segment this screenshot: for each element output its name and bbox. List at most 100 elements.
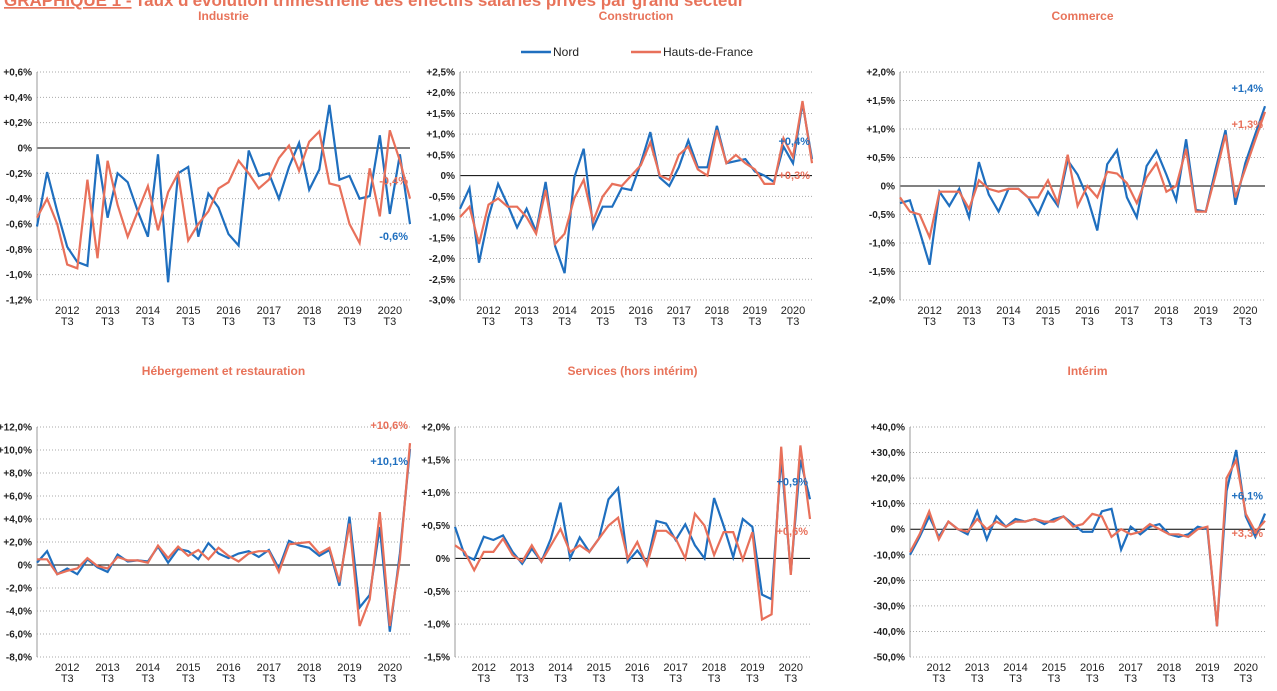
y-tick-label: +0,5%: [866, 153, 895, 164]
end-label: +0,4%: [779, 136, 811, 148]
y-tick-label: -0,4%: [6, 194, 32, 205]
x-tick-label: 2019 T3: [337, 662, 361, 685]
end-label: +3,3%: [1232, 528, 1264, 540]
series-line: [37, 443, 412, 627]
y-tick-label: -0,6%: [6, 220, 32, 231]
x-tick-label: 2015 T3: [1036, 305, 1060, 328]
x-tick-label: 2020 T3: [378, 305, 402, 328]
end-label: +0,6%: [777, 526, 809, 538]
y-tick-label: 0%: [881, 182, 896, 193]
x-tick-label: 2013 T3: [514, 305, 538, 328]
x-tick-label: 2012 T3: [55, 662, 79, 685]
y-tick-label: +4,0%: [3, 515, 32, 526]
y-tick-label: +0,4%: [3, 93, 32, 104]
header-title: Taux d'évolution trimestrielle des effec…: [135, 0, 745, 10]
x-tick-label: 2018 T3: [297, 305, 321, 328]
y-tick-label: +2,0%: [421, 423, 450, 434]
chart-title: Construction: [599, 9, 674, 23]
y-tick-label: -0,5%: [424, 587, 450, 598]
y-tick-label: +20,0%: [871, 474, 905, 485]
header-label: GRAPHIQUE 1 -: [4, 0, 132, 10]
x-tick-label: 2012 T3: [55, 305, 79, 328]
end-label: +0,9%: [777, 476, 809, 488]
y-tick-label: -8,0%: [6, 653, 32, 664]
y-tick-label: 0%: [891, 525, 906, 536]
series-line: [899, 105, 1267, 266]
y-tick-label: -0,8%: [6, 245, 32, 256]
y-tick-label: +2,5%: [426, 68, 455, 79]
y-tick-label: +1,5%: [421, 455, 450, 466]
chart-title: Commerce: [1051, 9, 1113, 23]
x-tick-label: 2018 T3: [1157, 662, 1181, 685]
y-tick-label: -1,0%: [424, 620, 450, 631]
y-tick-label: 0%: [18, 561, 33, 572]
y-tick-label: -30,0%: [873, 601, 905, 612]
y-tick-label: -1,0%: [869, 239, 895, 250]
series-line: [459, 100, 814, 247]
y-tick-label: 0%: [18, 144, 33, 155]
y-tick-label: -0,5%: [429, 192, 455, 203]
x-tick-label: 2014 T3: [1003, 662, 1027, 685]
x-tick-label: 2016 T3: [1075, 305, 1099, 328]
y-tick-label: -2,0%: [429, 254, 455, 265]
x-tick-label: 2019 T3: [1194, 305, 1218, 328]
x-tick-label: 2018 T3: [1154, 305, 1178, 328]
y-tick-label: +6,0%: [3, 492, 32, 503]
end-label: -0,6%: [379, 231, 408, 243]
y-tick-label: +1,5%: [426, 109, 455, 120]
y-tick-label: -4,0%: [6, 607, 32, 618]
y-tick-label: +2,0%: [3, 538, 32, 549]
x-tick-label: 2015 T3: [587, 662, 611, 685]
y-tick-label: 0%: [441, 171, 456, 182]
y-tick-label: +10,0%: [0, 446, 32, 457]
series-line: [454, 445, 812, 622]
y-tick-label: +1,0%: [426, 130, 455, 141]
y-tick-label: -1,5%: [429, 233, 455, 244]
y-tick-label: +2,0%: [426, 88, 455, 99]
x-tick-label: 2016 T3: [216, 305, 240, 328]
y-tick-label: -1,0%: [6, 270, 32, 281]
x-tick-label: 2016 T3: [625, 662, 649, 685]
y-tick-label: -1,2%: [6, 296, 32, 307]
y-tick-label: +8,0%: [3, 469, 32, 480]
end-label: +1,3%: [1232, 119, 1264, 131]
end-label: -0,4%: [379, 176, 408, 188]
y-tick-label: -10,0%: [873, 550, 905, 561]
x-tick-label: 2014 T3: [136, 305, 160, 328]
y-tick-label: 0%: [436, 554, 451, 565]
y-tick-label: +0,2%: [3, 118, 32, 129]
series-line: [909, 456, 1266, 627]
x-tick-label: 2018 T3: [297, 662, 321, 685]
x-tick-label: 2013 T3: [95, 662, 119, 685]
y-tick-label: +12,0%: [0, 423, 32, 434]
y-tick-label: -20,0%: [873, 576, 905, 587]
x-tick-label: 2013 T3: [965, 662, 989, 685]
x-tick-label: 2013 T3: [95, 305, 119, 328]
x-tick-label: 2015 T3: [176, 305, 200, 328]
y-tick-label: +40,0%: [871, 423, 905, 434]
x-tick-label: 2020 T3: [378, 662, 402, 685]
x-tick-label: 2018 T3: [705, 305, 729, 328]
chart-title: Hébergement et restauration: [142, 364, 305, 378]
x-tick-label: 2015 T3: [590, 305, 614, 328]
x-tick-label: 2014 T3: [136, 662, 160, 685]
x-tick-label: 2016 T3: [629, 305, 653, 328]
y-tick-label: +1,0%: [421, 488, 450, 499]
x-tick-label: 2020 T3: [781, 305, 805, 328]
y-tick-label: +1,0%: [866, 125, 895, 136]
y-tick-label: -1,5%: [869, 267, 895, 278]
x-tick-label: 2020 T3: [1234, 662, 1258, 685]
x-tick-label: 2017 T3: [667, 305, 691, 328]
y-tick-label: +10,0%: [871, 499, 905, 510]
end-label: +6,1%: [1232, 491, 1264, 503]
x-tick-label: 2013 T3: [957, 305, 981, 328]
legend-label: Nord: [553, 45, 579, 59]
x-tick-label: 2012 T3: [927, 662, 951, 685]
x-tick-label: 2015 T3: [1042, 662, 1066, 685]
y-tick-label: -1,5%: [424, 653, 450, 664]
y-tick-label: -3,0%: [429, 296, 455, 307]
y-tick-label: +2,0%: [866, 68, 895, 79]
end-label: +10,6%: [370, 420, 408, 432]
x-tick-label: 2014 T3: [548, 662, 572, 685]
